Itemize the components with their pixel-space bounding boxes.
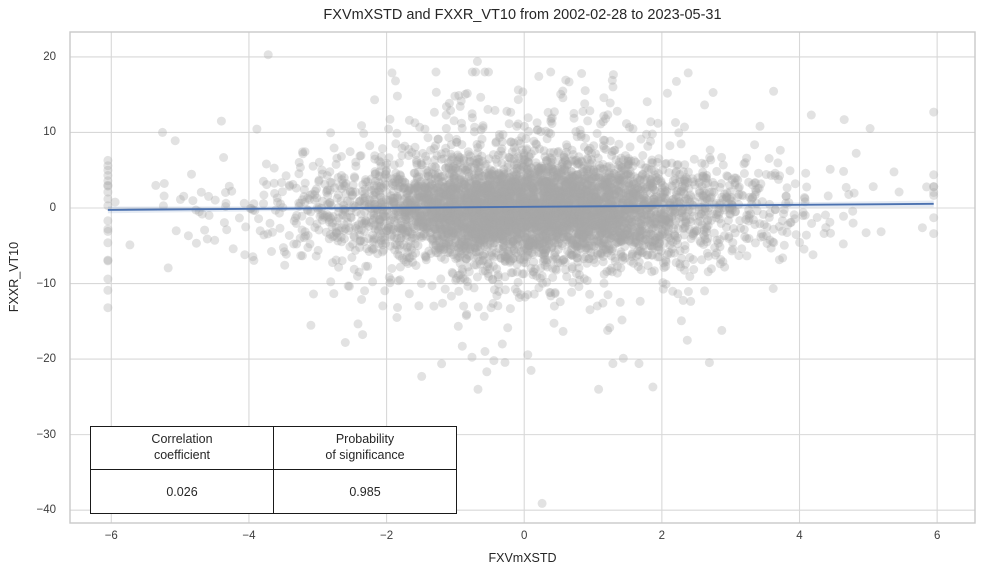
y-tick-label: −20 [36,353,56,366]
stats-header-correlation-line2: coefficient [153,448,211,462]
plot-border [69,31,976,524]
stats-header-probability: Probability of significance [273,426,457,470]
x-tick-label: 4 [796,530,803,542]
x-tick-label: 2 [658,530,666,542]
scatter-points [103,50,939,508]
stats-value-correlation: 0.026 [90,469,274,514]
stats-header-probability-line1: Probability [335,432,395,447]
x-tick-label: −6 [104,530,118,542]
x-tick-label: −2 [380,530,394,542]
y-axis-label: FXXR_VT10 [7,241,21,313]
y-tick-label: 20 [43,50,56,63]
x-tick-label: 0 [521,530,528,542]
x-axis-label: FXVmXSTD [488,551,557,565]
chart-title: FXVmXSTD and FXXR_VT10 from 2002-02-28 t… [323,7,722,23]
stats-table-header-row: Correlation coefficient Probability of s… [90,426,457,470]
y-tick-label: −30 [36,428,56,441]
stats-table-value-row: 0.026 0.985 [90,469,457,514]
stats-value-probability: 0.985 [273,469,457,514]
y-tick-label: −10 [36,277,56,290]
x-tick-label: −4 [242,530,256,542]
stats-header-correlation-line1: Correlation [151,432,213,447]
y-tick-label: 0 [49,202,56,214]
stats-header-correlation: Correlation coefficient [90,426,274,470]
stats-table: Correlation coefficient Probability of s… [90,426,457,514]
gridlines [70,32,975,523]
stats-header-probability-line2: of significance [325,448,405,462]
y-tick-label: 10 [43,126,56,139]
regression-line [107,202,934,211]
x-tick-label: 6 [933,530,941,542]
y-tick-label: −40 [36,504,56,517]
